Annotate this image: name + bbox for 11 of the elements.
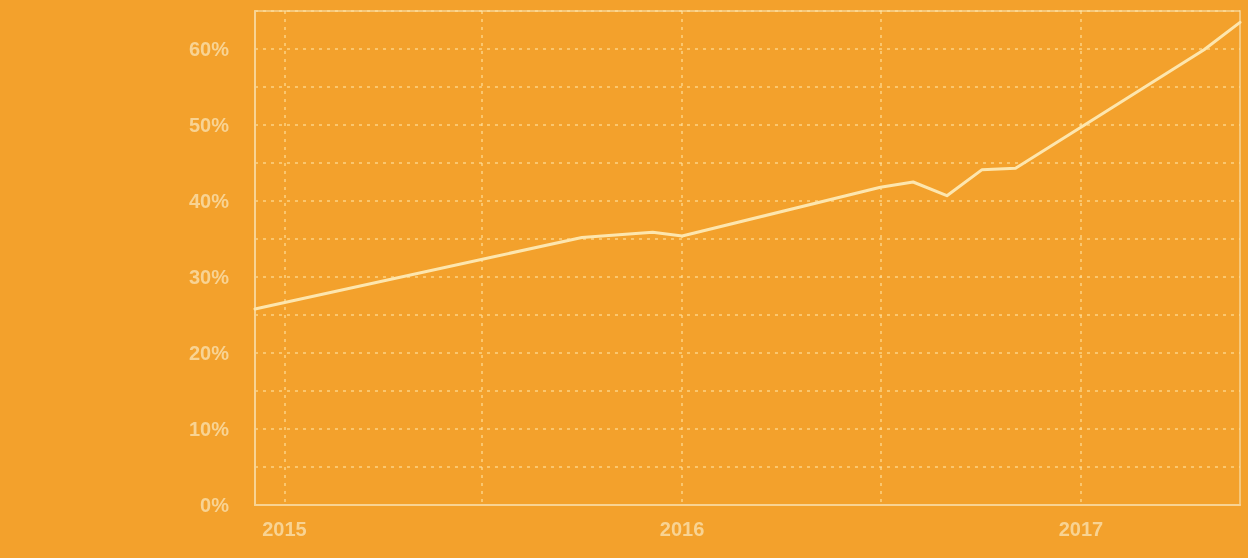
y-tick-label: 10% <box>188 418 230 440</box>
y-tick-label: 50% <box>188 114 230 136</box>
y-tick-label: 40% <box>188 190 230 212</box>
y-tick-label: 20% <box>188 342 230 364</box>
y-tick-label: 60% <box>188 38 230 60</box>
y-tick-label: 30% <box>188 266 230 288</box>
x-tick-label: 2017 <box>1058 518 1104 540</box>
x-tick-label: 2016 <box>659 518 705 540</box>
y-tick-label: 0% <box>200 494 230 516</box>
x-tick-label: 2015 <box>262 518 307 540</box>
line-series <box>253 20 1242 311</box>
